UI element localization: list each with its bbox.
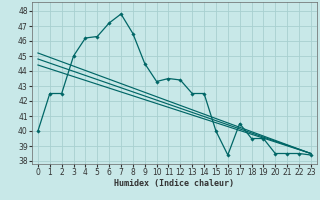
X-axis label: Humidex (Indice chaleur): Humidex (Indice chaleur) (115, 179, 234, 188)
